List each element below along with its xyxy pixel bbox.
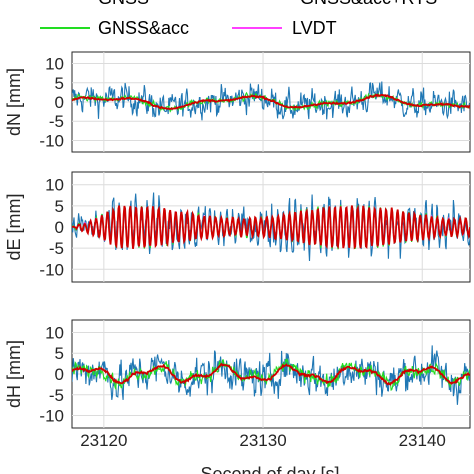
panel-dN-ytick-1: 5 [55,74,64,93]
panel-dE-ytick-1: 5 [55,197,64,216]
panel-dH-line-gnss-acc-rts [72,362,470,386]
panel-dE-ytick-3: -5 [49,239,64,258]
panel-dH-ytick-2: 0 [55,365,64,384]
legend-label-gnss: GNSS [98,0,149,8]
legend-label-lvdt: LVDT [292,18,337,38]
panel-dH-ytick-3: -5 [49,386,64,405]
panel-dN-series [72,81,470,121]
panel-dE: 10 5 0 -5 -10 dE [mm] [4,171,471,283]
panel-dE-line-gnss-acc-rts [72,204,470,250]
panel-dH: 10 5 0 -5 -10 dH [mm] [4,319,471,429]
panel-dN-ytick-0: 10 [45,55,64,74]
panel-dE-series [72,192,470,262]
panel-dE-ylabel: dE [mm] [4,193,24,260]
x-axis: 23120 23130 23140 [80,431,446,450]
panel-dH-ytick-1: 5 [55,344,64,363]
panel-dE-ytick-0: 10 [45,176,64,195]
legend-label-rts: GNSS&acc+RTS [300,0,437,8]
panel-dN-line-gnss-acc-rts [72,93,470,111]
panel-dH-ytick-0: 10 [45,323,64,342]
legend: GNSS GNSS&acc+RTS GNSS&acc LVDT [40,0,437,38]
panel-dH-series [72,345,470,405]
panel-dE-ytick-2: 0 [55,218,64,237]
panel-dH-ytick-4: -10 [39,407,64,426]
x-tick-1: 23130 [239,431,286,450]
panel-dH-ylabel: dH [mm] [4,340,24,408]
panel-dN-ytick-3: -5 [49,112,64,131]
x-axis-label: Second of day [s] [200,464,339,474]
panel-dN-ytick-4: -10 [39,131,64,150]
x-tick-2: 23140 [399,431,446,450]
x-tick-0: 23120 [80,431,127,450]
legend-label-gnss-acc: GNSS&acc [98,18,189,38]
panel-dN-ylabel: dN [mm] [4,68,24,136]
panel-dE-ytick-4: -10 [39,260,64,279]
panel-dN-ytick-2: 0 [55,93,64,112]
